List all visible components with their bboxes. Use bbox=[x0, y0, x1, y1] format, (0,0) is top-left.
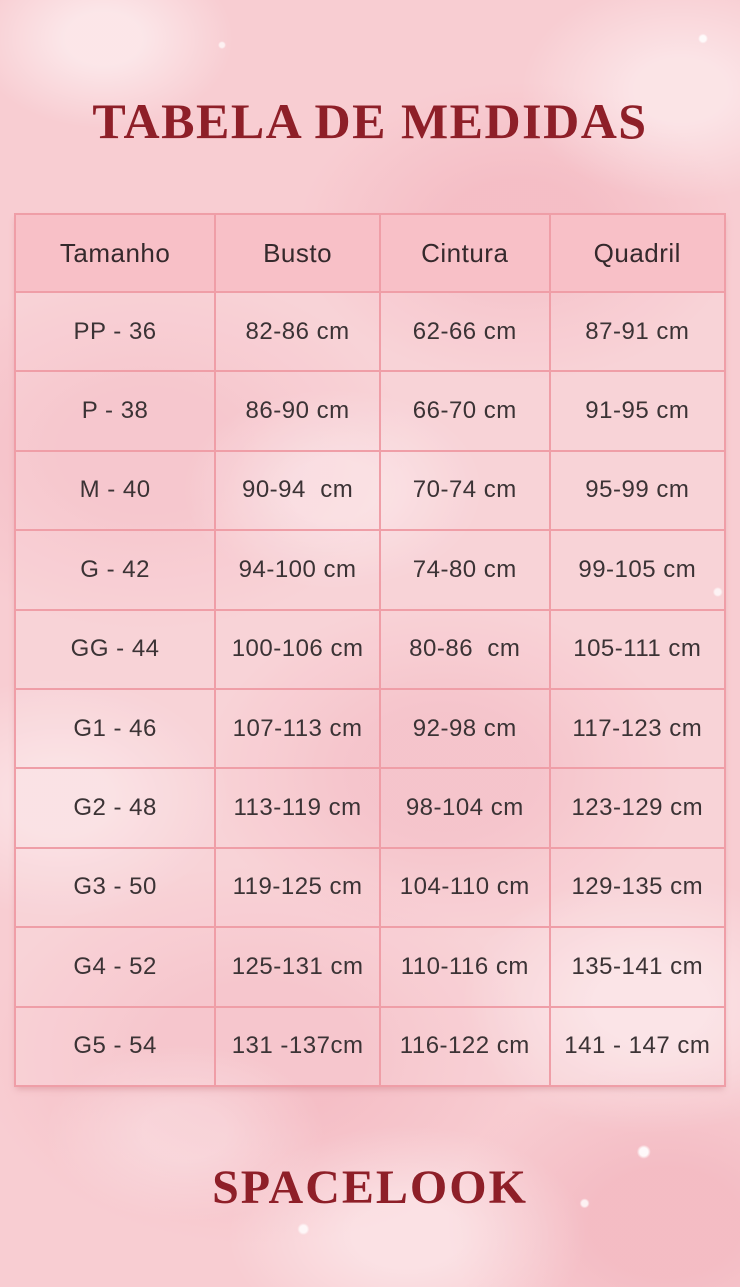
table-row: GG - 44 100-106 cm 80-86 cm 105-111 cm bbox=[13, 608, 727, 690]
size-cell: 82-86 cm bbox=[214, 290, 381, 373]
size-cell: 117-123 cm bbox=[548, 687, 727, 770]
brand-name: SPACELOOK bbox=[212, 1161, 528, 1214]
size-cell: 66-70 cm bbox=[378, 370, 551, 452]
table-row: PP - 36 82-86 cm 62-66 cm 87-91 cm bbox=[13, 290, 727, 373]
header-row: Tamanho Busto Cintura Quadril bbox=[13, 213, 727, 293]
table-row: P - 38 86-90 cm 66-70 cm 91-95 cm bbox=[13, 370, 727, 452]
table-row: M - 40 90-94 cm 70-74 cm 95-99 cm bbox=[13, 449, 727, 532]
size-cell: 74-80 cm bbox=[378, 529, 551, 611]
size-cell: 95-99 cm bbox=[548, 449, 727, 532]
size-cell: 91-95 cm bbox=[548, 370, 727, 452]
size-cell: 92-98 cm bbox=[378, 687, 551, 770]
column-header-cintura: Cintura bbox=[378, 213, 551, 293]
size-table: Tamanho Busto Cintura Quadril PP - 36 82… bbox=[13, 213, 727, 1088]
size-cell: 70-74 cm bbox=[378, 449, 551, 532]
column-header-tamanho: Tamanho bbox=[13, 213, 217, 293]
table-row: G3 - 50 119-125 cm 104-110 cm 129-135 cm bbox=[13, 846, 727, 929]
table-row: G4 - 52 125-131 cm 110-116 cm 135-141 cm bbox=[13, 926, 727, 1008]
column-header-quadril: Quadril bbox=[548, 213, 727, 293]
size-cell: P - 38 bbox=[13, 370, 217, 452]
size-cell: 98-104 cm bbox=[378, 767, 551, 849]
size-cell: M - 40 bbox=[13, 449, 217, 532]
size-cell: 131 -137cm bbox=[214, 1005, 381, 1088]
size-cell: 113-119 cm bbox=[214, 767, 381, 849]
table-row: G1 - 46 107-113 cm 92-98 cm 117-123 cm bbox=[13, 687, 727, 770]
size-cell: 107-113 cm bbox=[214, 687, 381, 770]
size-cell: 104-110 cm bbox=[378, 846, 551, 929]
size-cell: 80-86 cm bbox=[378, 608, 551, 690]
size-cell: 94-100 cm bbox=[214, 529, 381, 611]
size-cell: G - 42 bbox=[13, 529, 217, 611]
size-cell: 135-141 cm bbox=[548, 926, 727, 1008]
table-row: G2 - 48 113-119 cm 98-104 cm 123-129 cm bbox=[13, 767, 727, 849]
size-cell: 99-105 cm bbox=[548, 529, 727, 611]
size-cell: G2 - 48 bbox=[13, 767, 217, 849]
size-cell: 105-111 cm bbox=[548, 608, 727, 690]
size-cell: PP - 36 bbox=[13, 290, 217, 373]
size-cell: 87-91 cm bbox=[548, 290, 727, 373]
page-title: TABELA DE MEDIDAS bbox=[92, 93, 648, 149]
table-row: G - 42 94-100 cm 74-80 cm 99-105 cm bbox=[13, 529, 727, 611]
size-cell: 86-90 cm bbox=[214, 370, 381, 452]
table-row: G5 - 54 131 -137cm 116-122 cm 141 - 147 … bbox=[13, 1005, 727, 1088]
size-cell: G5 - 54 bbox=[13, 1005, 217, 1088]
size-cell: GG - 44 bbox=[13, 608, 217, 690]
column-header-busto: Busto bbox=[214, 213, 381, 293]
size-cell: 125-131 cm bbox=[214, 926, 381, 1008]
size-cell: 62-66 cm bbox=[378, 290, 551, 373]
size-cell: G1 - 46 bbox=[13, 687, 217, 770]
size-cell: 119-125 cm bbox=[214, 846, 381, 929]
size-cell: 141 - 147 cm bbox=[548, 1005, 727, 1088]
size-cell: 100-106 cm bbox=[214, 608, 381, 690]
size-cell: 123-129 cm bbox=[548, 767, 727, 849]
size-cell: G4 - 52 bbox=[13, 926, 217, 1008]
size-cell: 90-94 cm bbox=[214, 449, 381, 532]
size-cell: 110-116 cm bbox=[378, 926, 551, 1008]
size-cell: 116-122 cm bbox=[378, 1005, 551, 1088]
size-cell: 129-135 cm bbox=[548, 846, 727, 929]
size-cell: G3 - 50 bbox=[13, 846, 217, 929]
